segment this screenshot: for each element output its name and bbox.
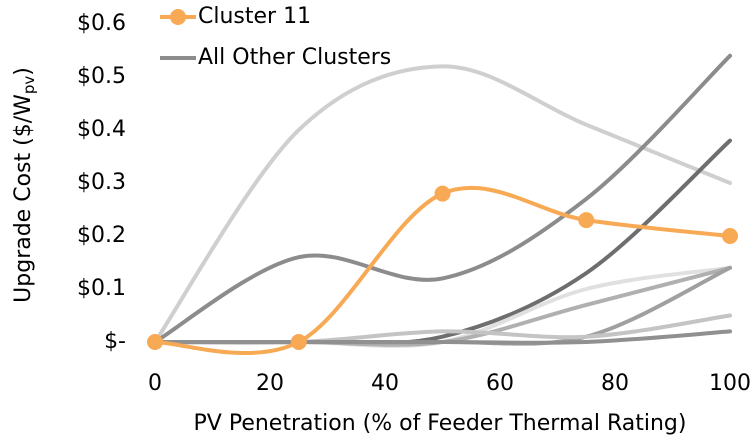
marker xyxy=(434,185,451,202)
series-line xyxy=(153,53,732,344)
x-tick-label: 0 xyxy=(148,371,162,396)
y-axis-label-sub: pv xyxy=(20,76,38,95)
series-line xyxy=(153,64,732,344)
x-tick-label: 60 xyxy=(486,371,514,396)
marker xyxy=(722,228,738,244)
series-line xyxy=(153,329,732,345)
y-tick-label: $0.4 xyxy=(77,117,126,142)
legend-label: All Other Clusters xyxy=(198,45,391,70)
x-axis-label: PV Penetration (% of Feeder Thermal Rati… xyxy=(194,411,687,436)
y-axis-label-end: ) xyxy=(11,67,36,76)
x-tick-label: 40 xyxy=(371,371,399,396)
y-axis-label-main: Upgrade Cost ($/W xyxy=(11,94,36,303)
marker xyxy=(578,212,595,229)
x-tick-label: 80 xyxy=(601,371,629,396)
legend-marker xyxy=(170,9,186,25)
y-tick-label: $- xyxy=(104,329,126,354)
y-tick-label: $0.1 xyxy=(77,276,126,301)
marker xyxy=(290,334,307,350)
legend-label: Cluster 11 xyxy=(198,4,311,29)
y-axis-label: Upgrade Cost ($/Wpv) xyxy=(11,67,38,303)
x-tick-label: 20 xyxy=(256,371,284,396)
y-tick-label: $0.3 xyxy=(77,170,126,195)
y-tick-label: $0.6 xyxy=(77,11,126,36)
marker xyxy=(147,334,163,350)
y-tick-label: $0.5 xyxy=(77,64,126,89)
x-tick-label: 100 xyxy=(709,371,751,396)
y-tick-label: $0.2 xyxy=(77,223,126,248)
